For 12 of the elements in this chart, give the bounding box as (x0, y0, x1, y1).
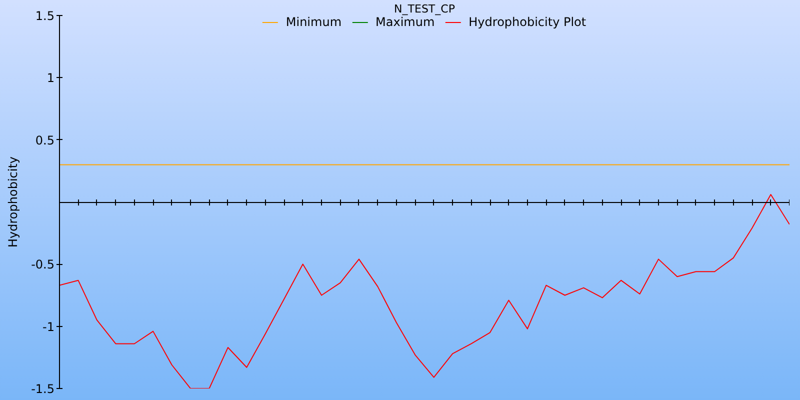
y-tick-label: 1 (46, 71, 55, 86)
y-tick-label: -0.5 (31, 258, 55, 272)
chart-title: N_TEST_CP (394, 2, 456, 16)
legend-label: Maximum (376, 15, 435, 29)
line-series (60, 194, 790, 388)
y-tick-label: -1.5 (31, 382, 55, 396)
y-tick-label: -1 (42, 320, 55, 334)
y-tick-label: 1.5 (35, 9, 55, 23)
y-axis-title: Hydrophobicity (6, 156, 20, 248)
y-tick-label: 0.5 (35, 133, 55, 148)
legend-label: Minimum (286, 15, 342, 29)
legend-label: Hydrophobicity Plot (468, 15, 586, 29)
